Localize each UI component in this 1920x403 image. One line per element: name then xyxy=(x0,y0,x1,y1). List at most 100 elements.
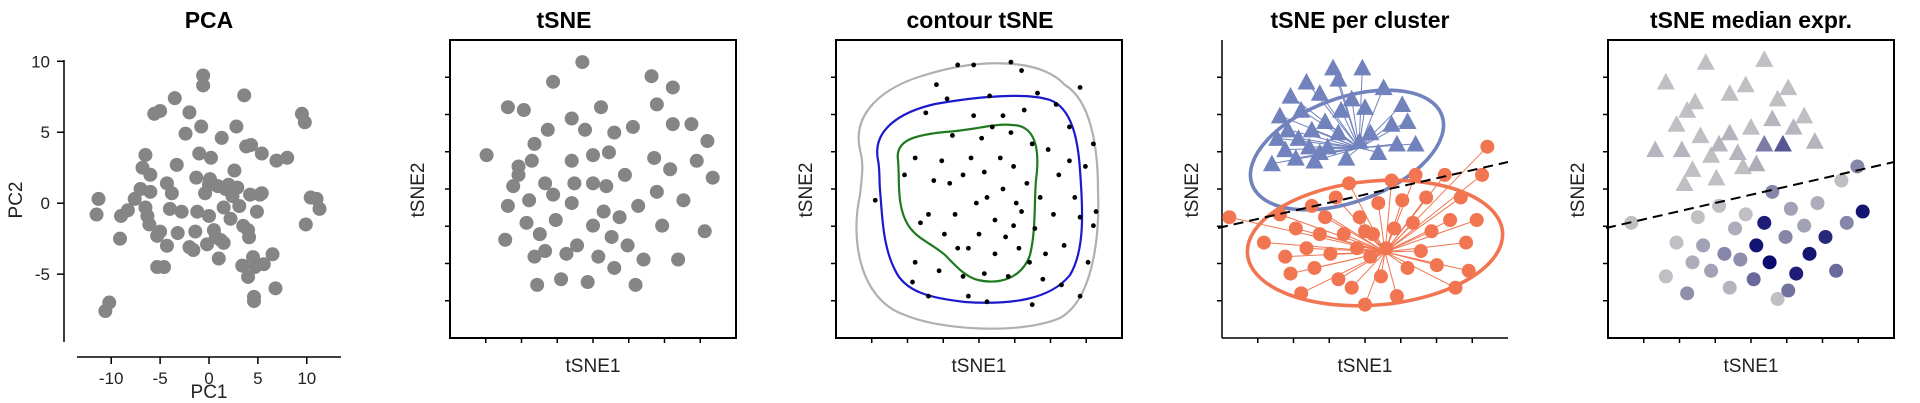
expr-triangle-point xyxy=(1805,132,1824,149)
data-point xyxy=(578,122,593,137)
y-tick-label: 10 xyxy=(31,52,50,71)
data-point xyxy=(596,204,611,219)
data-point xyxy=(947,180,953,186)
cluster-b-point xyxy=(1350,241,1365,256)
data-point xyxy=(1013,200,1019,206)
data-point xyxy=(265,247,280,262)
expr-triangle-point xyxy=(1678,101,1697,118)
cluster-a-point xyxy=(1286,148,1305,166)
plot-frame xyxy=(1607,39,1895,339)
data-point xyxy=(697,224,712,239)
expr-circle-point xyxy=(1696,238,1711,253)
expr-circle-point xyxy=(1658,269,1673,284)
data-point xyxy=(312,201,327,216)
data-point xyxy=(230,180,245,195)
expr-triangle-point xyxy=(1720,84,1739,101)
data-point xyxy=(564,196,579,211)
data-point xyxy=(955,245,961,251)
expr-triangle-point xyxy=(1691,126,1710,144)
expr-circle-point xyxy=(1733,252,1748,267)
data-point xyxy=(232,199,247,214)
data-point xyxy=(237,88,252,103)
cluster-a-point xyxy=(1332,101,1351,118)
cluster-b-point xyxy=(1453,190,1468,205)
data-point xyxy=(186,243,201,258)
data-point xyxy=(1021,107,1027,113)
cluster-b-point xyxy=(1299,241,1314,256)
cluster-a-point xyxy=(1406,134,1425,152)
data-point xyxy=(1008,130,1014,136)
cluster-a-point xyxy=(1281,86,1300,104)
data-point xyxy=(955,62,961,68)
data-point xyxy=(567,176,582,191)
cluster-b-point xyxy=(1222,210,1237,225)
data-point xyxy=(607,125,622,140)
cluster-a-point xyxy=(1262,154,1281,172)
data-point xyxy=(684,117,699,132)
data-point xyxy=(984,195,990,200)
data-point xyxy=(944,96,950,102)
data-point xyxy=(580,275,595,290)
cluster-b-point xyxy=(1336,227,1351,242)
data-point xyxy=(960,172,966,178)
data-point xyxy=(1000,186,1006,192)
x-tick-label: 10 xyxy=(297,369,316,388)
data-point xyxy=(532,227,547,242)
cluster-a-spoke xyxy=(1358,143,1416,149)
cluster-b-point xyxy=(1459,235,1474,250)
y-axis-label: tSNE2 xyxy=(796,163,817,218)
cluster-b-spoke xyxy=(1384,251,1456,289)
data-point xyxy=(1053,102,1059,107)
cluster-b-point xyxy=(1358,297,1372,312)
x-tick-label: 5 xyxy=(253,369,262,388)
data-point xyxy=(1083,164,1088,169)
data-point xyxy=(297,115,312,130)
data-point xyxy=(1090,141,1096,147)
data-point xyxy=(500,100,515,115)
data-point xyxy=(241,269,256,284)
cluster-a-point xyxy=(1305,151,1324,169)
data-point xyxy=(1040,276,1046,282)
data-point xyxy=(216,200,231,215)
data-point xyxy=(973,200,979,206)
expr-circle-point xyxy=(1818,229,1833,244)
data-point xyxy=(1077,85,1083,90)
data-point xyxy=(700,134,715,149)
expr-circle-point xyxy=(1839,215,1854,230)
data-point xyxy=(167,91,182,106)
data-point xyxy=(216,235,231,250)
expr-triangle-point xyxy=(1710,134,1729,152)
data-point xyxy=(942,231,947,237)
scatter-points xyxy=(1222,58,1495,312)
data-point xyxy=(235,258,250,273)
cluster-a-point xyxy=(1300,137,1319,155)
cluster-b-point xyxy=(1323,246,1338,261)
cluster-a-point xyxy=(1337,148,1356,166)
data-point xyxy=(113,231,128,246)
scatter-points xyxy=(872,59,1099,308)
data-point xyxy=(1067,124,1072,130)
data-point xyxy=(530,277,545,292)
cluster-b-point xyxy=(1283,266,1298,281)
expr-triangle-point xyxy=(1686,92,1705,110)
cluster-b-point xyxy=(1469,213,1484,228)
cluster-b-point xyxy=(1437,167,1452,182)
expr-circle-point xyxy=(1797,218,1812,233)
data-point xyxy=(89,207,104,222)
data-point xyxy=(169,157,184,172)
data-point xyxy=(540,122,555,137)
cluster-b-point xyxy=(1278,249,1293,264)
cluster-a-point xyxy=(1353,58,1372,76)
panel-tsne-per-cluster: tSNE per cluster tSNE1 tSNE2 xyxy=(1182,7,1509,377)
data-point xyxy=(269,153,284,168)
cluster-a-point xyxy=(1329,123,1348,141)
data-point xyxy=(246,294,261,309)
data-point xyxy=(1005,274,1011,279)
data-point xyxy=(1090,223,1096,229)
data-point xyxy=(1085,259,1091,265)
data-point xyxy=(1067,158,1072,164)
cluster-b-point xyxy=(1384,173,1399,188)
data-point xyxy=(593,100,608,115)
cluster-a-point xyxy=(1324,58,1343,76)
data-point xyxy=(174,204,189,219)
